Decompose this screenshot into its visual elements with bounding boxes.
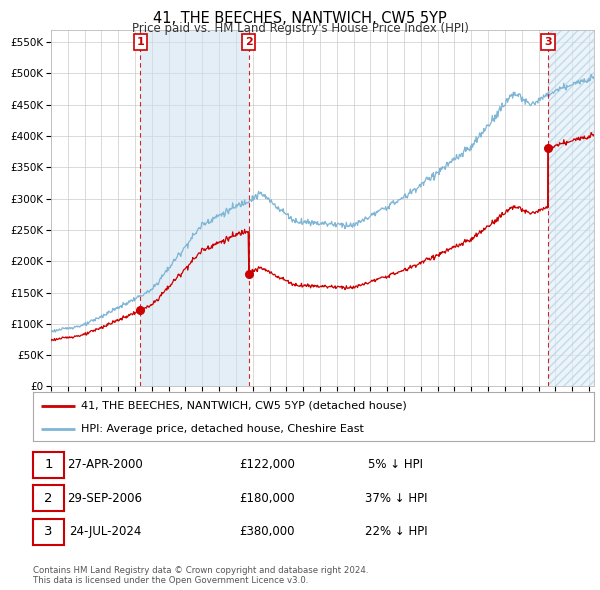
Text: £122,000: £122,000 xyxy=(239,458,295,471)
Text: 22% ↓ HPI: 22% ↓ HPI xyxy=(365,525,427,539)
Text: 29-SEP-2006: 29-SEP-2006 xyxy=(67,491,143,505)
Text: 1: 1 xyxy=(44,458,53,471)
Text: 2: 2 xyxy=(245,37,253,47)
Text: HPI: Average price, detached house, Cheshire East: HPI: Average price, detached house, Ches… xyxy=(80,424,364,434)
Text: 27-APR-2000: 27-APR-2000 xyxy=(67,458,143,471)
Bar xyxy=(140,30,248,386)
Text: 24-JUL-2024: 24-JUL-2024 xyxy=(69,525,141,539)
Text: 5% ↓ HPI: 5% ↓ HPI xyxy=(368,458,424,471)
Text: Price paid vs. HM Land Registry's House Price Index (HPI): Price paid vs. HM Land Registry's House … xyxy=(131,22,469,35)
Text: 3: 3 xyxy=(544,37,552,47)
Text: 1: 1 xyxy=(137,37,145,47)
Text: 3: 3 xyxy=(44,525,53,539)
Text: 41, THE BEECHES, NANTWICH, CW5 5YP: 41, THE BEECHES, NANTWICH, CW5 5YP xyxy=(153,11,447,25)
Text: 2: 2 xyxy=(44,491,53,505)
Text: 41, THE BEECHES, NANTWICH, CW5 5YP (detached house): 41, THE BEECHES, NANTWICH, CW5 5YP (deta… xyxy=(80,401,406,411)
Text: 37% ↓ HPI: 37% ↓ HPI xyxy=(365,491,427,505)
Text: £380,000: £380,000 xyxy=(239,525,295,539)
Text: £180,000: £180,000 xyxy=(239,491,295,505)
Bar xyxy=(548,30,594,386)
Text: Contains HM Land Registry data © Crown copyright and database right 2024.
This d: Contains HM Land Registry data © Crown c… xyxy=(33,566,368,585)
